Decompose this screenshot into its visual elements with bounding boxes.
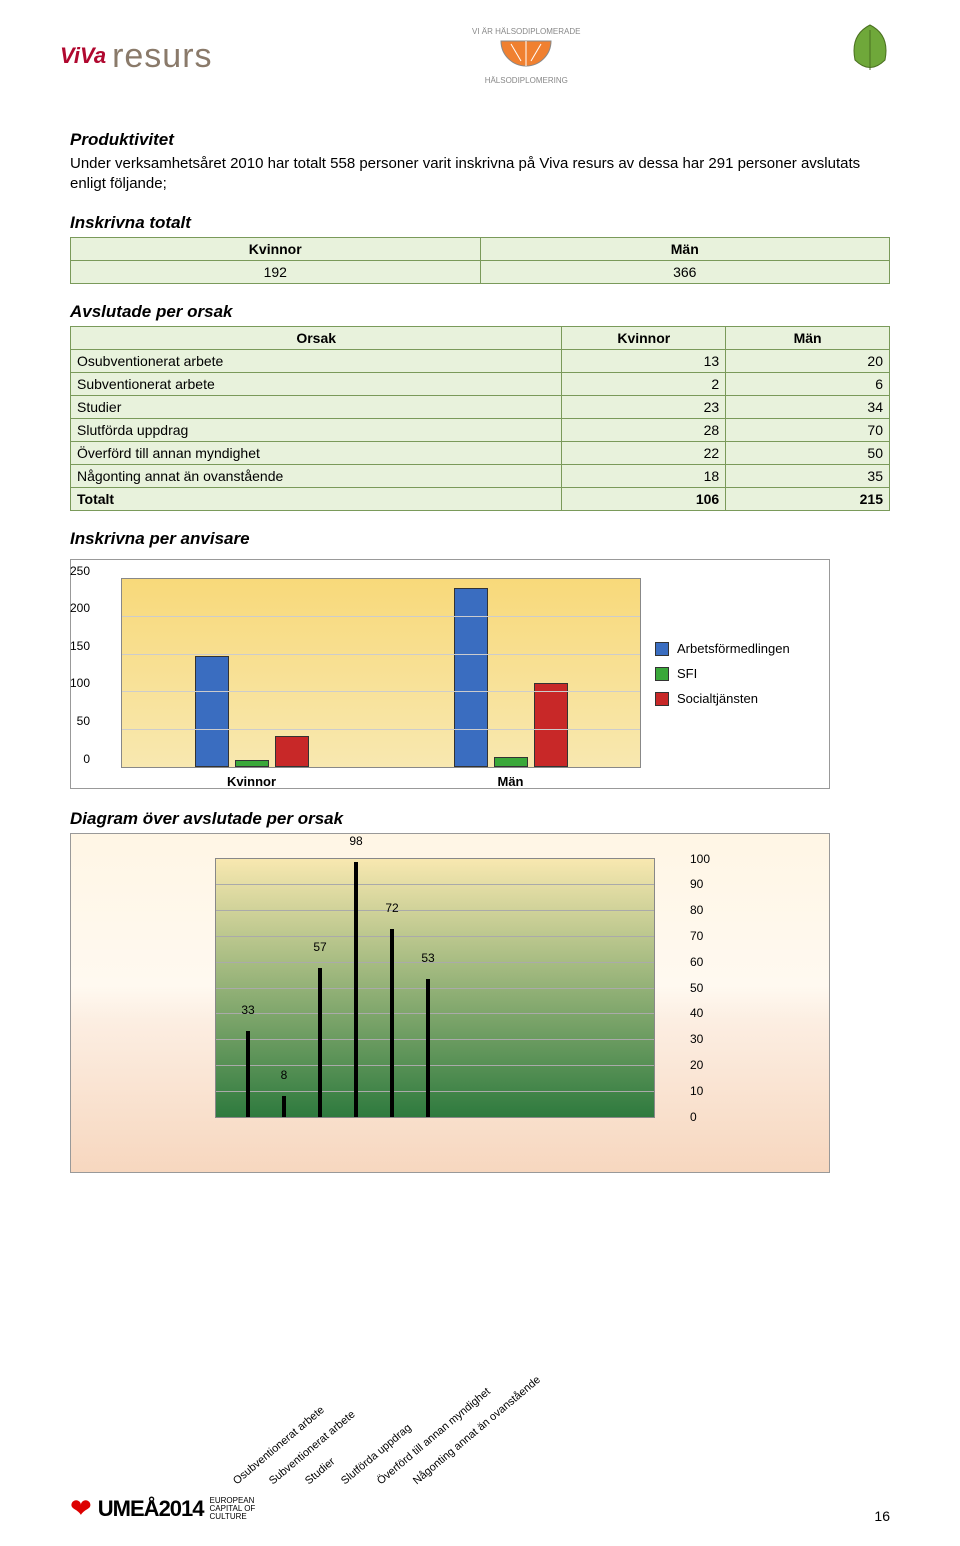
th-kvinnor2: Kvinnor (562, 326, 726, 349)
table-row: Subventionerat arbete (71, 372, 562, 395)
chart1-bars (122, 579, 640, 767)
th-kvinnor: Kvinnor (71, 237, 481, 260)
table-row: 34 (726, 395, 890, 418)
page-header: ViVa resurs VI ÄR HÄLSODIPLOMERADE HÄLSO… (0, 0, 960, 102)
umea-logo: ❤ UMEÅ2014 EUROPEAN CAPITAL OF CULTURE (70, 1493, 255, 1524)
center-badge-bottom: HÄLSODIPLOMERING (472, 76, 580, 85)
td-man-val: 366 (480, 260, 890, 283)
table-row: 35 (726, 464, 890, 487)
page-number: 16 (874, 1508, 890, 1524)
viva-logo-name: resurs (112, 37, 212, 76)
chart2-title: Diagram över avslutade per orsak (70, 809, 890, 829)
table-row: 22 (562, 441, 726, 464)
table-row: 18 (562, 464, 726, 487)
table-row: 50 (726, 441, 890, 464)
table-inskrivna-title: Inskrivna totalt (70, 213, 890, 233)
th-man: Män (480, 237, 890, 260)
th-man2: Män (726, 326, 890, 349)
table-avslutade-title: Avslutade per orsak (70, 302, 890, 322)
heart-icon: ❤ (70, 1493, 92, 1524)
chart1-legend: ArbetsförmedlingenSFISocialtjänsten (655, 578, 790, 770)
viva-logo-brand: ViVa (60, 43, 106, 69)
table-row: 6 (726, 372, 890, 395)
table-row: 23 (562, 395, 726, 418)
th-orsak: Orsak (71, 326, 562, 349)
table-row: 70 (726, 418, 890, 441)
table-avslutade: Orsak Kvinnor Män Osubventionerat arbete… (70, 326, 890, 511)
table-total: Totalt (71, 487, 562, 510)
umea-text: UMEÅ2014 (98, 1496, 204, 1522)
table-inskrivna: Kvinnor Män 192 366 (70, 237, 890, 284)
table-row: 20 (726, 349, 890, 372)
chart1-title: Inskrivna per anvisare (70, 529, 890, 549)
content: Produktivitet Under verksamhetsåret 2010… (0, 102, 960, 1173)
table-row: Osubventionerat arbete (71, 349, 562, 372)
center-badge: VI ÄR HÄLSODIPLOMERADE HÄLSODIPLOMERING (472, 27, 580, 85)
umea-sub: EUROPEAN CAPITAL OF CULTURE (210, 1497, 256, 1521)
table-row: 28 (562, 418, 726, 441)
leaf-icon (840, 20, 900, 92)
chart2-plot: 0102030405060708090100 33857987253 (215, 858, 655, 1118)
table-total: 215 (726, 487, 890, 510)
section-produktivitet-title: Produktivitet (70, 130, 890, 150)
chart1-xlabels: KvinnorMän (122, 774, 640, 789)
chart1: 050100150200250 KvinnorMän Arbetsförmedl… (70, 559, 830, 789)
table-row: Någonting annat än ovanstående (71, 464, 562, 487)
orange-icon (496, 36, 556, 74)
table-row: Studier (71, 395, 562, 418)
table-row: Överförd till annan myndighet (71, 441, 562, 464)
center-badge-top: VI ÄR HÄLSODIPLOMERADE (472, 27, 580, 36)
td-kvinnor-val: 192 (71, 260, 481, 283)
viva-logo: ViVa resurs (60, 37, 213, 76)
section-produktivitet-body: Under verksamhetsåret 2010 har totalt 55… (70, 154, 890, 195)
table-total: 106 (562, 487, 726, 510)
footer: ❤ UMEÅ2014 EUROPEAN CAPITAL OF CULTURE 1… (70, 1493, 890, 1524)
chart1-plot: 050100150200250 KvinnorMän (121, 578, 641, 768)
table-row: 2 (562, 372, 726, 395)
table-row: 13 (562, 349, 726, 372)
chart2: 0102030405060708090100 33857987253 Osubv… (70, 833, 830, 1173)
table-row: Slutförda uppdrag (71, 418, 562, 441)
